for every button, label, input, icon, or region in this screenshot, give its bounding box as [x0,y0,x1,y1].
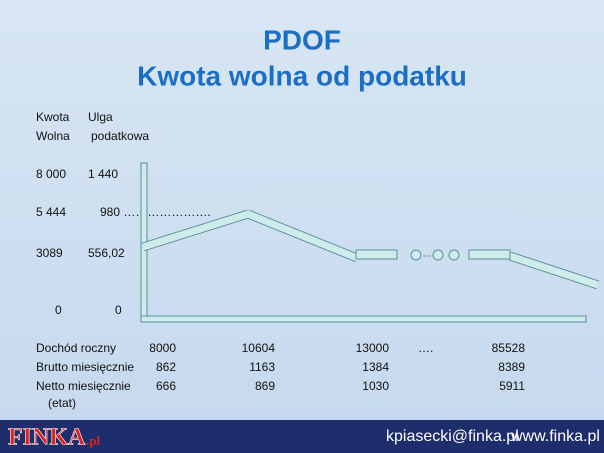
scale-label: 3089 [36,246,63,260]
cell: 666 [156,379,176,393]
scale-label: 8 000 [36,167,66,181]
dot [410,249,422,261]
header-label: podatkowa [91,129,149,143]
scale-label: 5 444 [36,205,66,219]
logo: FINKA [8,425,86,451]
segment [508,252,600,289]
logo-suffix: .pl [86,433,100,448]
scale-label: 1 440 [88,167,118,181]
scale-label: 556,02 [88,246,125,260]
curve: … [141,209,600,290]
table: Dochód roczny 8000 10604 13000 …. 85528 Brutto… [36,341,525,393]
email: kpiasecki@finka.pl [386,428,519,445]
segment [468,249,511,260]
segment [141,210,250,251]
cell: 1384 [362,360,389,374]
scale-label: 980 …………………. [100,205,211,219]
dot [432,249,444,261]
cell: 862 [156,360,176,374]
x-axis [140,315,587,323]
header-label: Kwota [36,110,70,124]
cell: 10604 [242,341,276,355]
background [0,0,604,420]
title-line: PDOF [263,24,341,55]
cell: 8389 [498,360,525,374]
row-label: Brutto miesięcznie [36,360,134,374]
cell: …. [418,341,433,355]
cell: 85528 [492,341,526,355]
cell: 13000 [356,341,390,355]
scale-label: 0 [115,303,122,317]
table-note: (etat) [48,396,76,410]
cell: 5911 [499,379,525,393]
footer-band [0,420,604,453]
dots-text: … [423,248,432,258]
row-label: Dochód roczny [36,341,116,355]
scale-label: 0 [55,303,62,317]
segment [355,249,398,260]
title-line: Kwota wolna od podatku [137,60,467,91]
cell: 8000 [149,341,176,355]
row-label: Netto miesięcznie [36,379,131,393]
header-label: Wolna [36,129,70,143]
dot [448,249,460,261]
cell: 1030 [362,379,389,393]
cell: 1163 [249,360,275,374]
cell: 869 [255,379,275,393]
website: www.finka.pl [510,428,600,445]
segment [246,210,359,262]
header-label: Ulga [88,110,113,124]
